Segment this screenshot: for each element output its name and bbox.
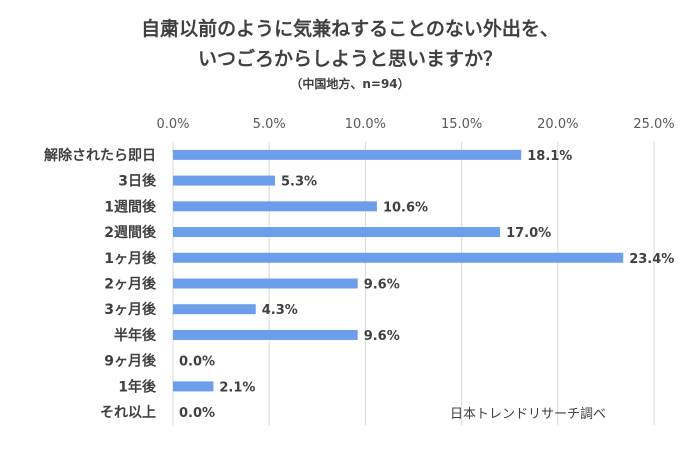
category-label: 3ヶ月後 (104, 301, 157, 318)
data-label: 9.6% (364, 329, 400, 344)
data-label: 9.6% (364, 278, 400, 293)
x-tick-label: 15.0% (441, 117, 482, 132)
data-label: 10.6% (383, 200, 428, 215)
bar (173, 227, 501, 238)
category-label: 1週間後 (104, 198, 157, 215)
x-tick-label: 20.0% (537, 117, 578, 132)
bar (173, 175, 275, 186)
data-label: 0.0% (179, 406, 215, 421)
category-label: 解除されたら即日 (44, 147, 156, 164)
category-label: 3日後 (118, 173, 157, 190)
source-note: 日本トレンドリサーチ調べ (450, 407, 607, 422)
category-label: 2ヶ月後 (104, 276, 157, 293)
bar (173, 278, 358, 289)
data-label: 4.3% (262, 303, 298, 318)
bar (173, 304, 256, 315)
chart-title-line-2: いつごろからしようと思いますか？ (197, 48, 502, 70)
chart-subtitle: （中国地方、n=94） (290, 77, 410, 91)
chart-title-line-1: 自粛以前のように気兼ねすることのない外出を、 (141, 18, 559, 40)
data-label: 0.0% (179, 355, 215, 370)
data-label: 2.1% (219, 380, 255, 395)
data-label: 18.1% (527, 149, 572, 164)
category-label: 半年後 (114, 327, 157, 344)
category-label: 1ヶ月後 (104, 250, 157, 267)
category-label: 1年後 (118, 378, 157, 395)
category-label: 2週間後 (104, 224, 157, 241)
x-tick-label: 0.0% (156, 117, 189, 132)
data-label: 23.4% (629, 252, 674, 267)
bar (173, 149, 522, 160)
bar (173, 201, 377, 212)
bar (173, 381, 214, 392)
x-tick-label: 10.0% (345, 117, 386, 132)
x-tick-label: 25.0% (633, 117, 674, 132)
bar (173, 329, 358, 340)
data-label: 5.3% (281, 175, 317, 190)
category-label: それ以上 (100, 405, 156, 421)
category-label: 9ヶ月後 (104, 353, 157, 370)
bar (173, 252, 624, 263)
data-label: 17.0% (506, 226, 551, 241)
x-tick-label: 5.0% (253, 117, 286, 132)
